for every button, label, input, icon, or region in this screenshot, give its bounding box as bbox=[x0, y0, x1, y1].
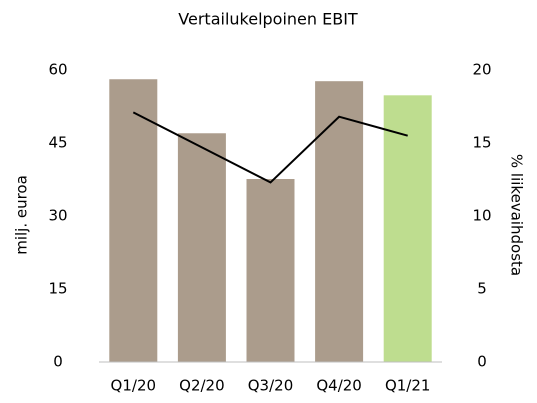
line bbox=[132, 111, 408, 184]
bar bbox=[383, 95, 432, 362]
bar bbox=[246, 179, 295, 362]
y-tick-label: 15 bbox=[48, 280, 67, 298]
y2-tick-label: 5 bbox=[477, 280, 487, 298]
y-tick-label: 60 bbox=[48, 61, 67, 79]
y-tick-label: 30 bbox=[48, 207, 67, 225]
bar bbox=[109, 79, 158, 362]
x-tick-label: Q2/20 bbox=[179, 377, 225, 395]
bar bbox=[177, 133, 226, 362]
y2-tick-label: 0 bbox=[477, 353, 487, 371]
y2-tick-label: 20 bbox=[472, 61, 491, 79]
x-tick-label: Q1/21 bbox=[385, 377, 431, 395]
y2-tick-label: 10 bbox=[472, 207, 491, 225]
y-tick-label: 0 bbox=[53, 353, 63, 371]
x-tick-label: Q3/20 bbox=[248, 377, 294, 395]
bar bbox=[315, 81, 364, 363]
y2-tick-label: 15 bbox=[472, 134, 491, 152]
x-tick-label: Q1/20 bbox=[111, 377, 157, 395]
y-axis-label: milj. euroa bbox=[13, 175, 31, 255]
x-tick-label: Q4/20 bbox=[316, 377, 362, 395]
y-tick-label: 45 bbox=[48, 134, 67, 152]
chart-title: Vertailukelpoinen EBIT bbox=[178, 10, 358, 29]
y2-axis-label: % liikevaihdosta bbox=[508, 154, 526, 276]
